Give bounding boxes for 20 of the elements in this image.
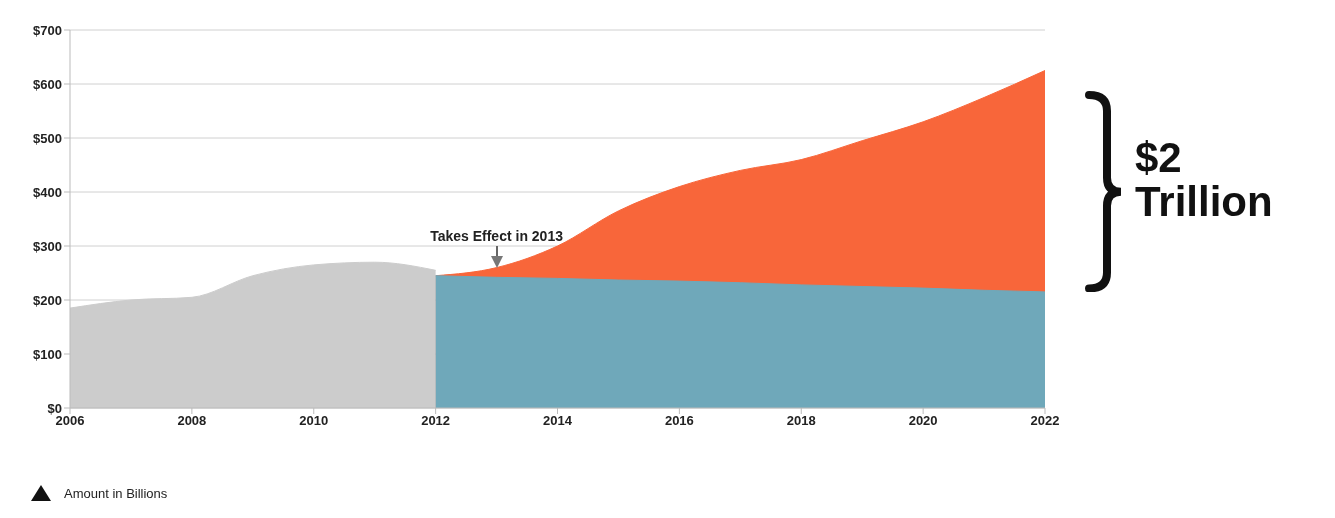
x-tick-label: 2022: [1030, 413, 1060, 429]
y-tick-label: $700: [33, 22, 62, 38]
y-tick-label: $400: [33, 184, 62, 200]
y-tick-label: $200: [33, 292, 62, 308]
x-tick-label: 2014: [543, 413, 573, 429]
y-tick-label: $0: [47, 400, 62, 416]
x-tick-label: 2006: [55, 413, 85, 429]
y-tick-label: $500: [33, 130, 62, 146]
x-tick-label: 2010: [299, 413, 329, 429]
annotation: Takes Effect in 2013: [429, 227, 564, 244]
text: $2 Trillion: [1135, 134, 1274, 226]
x-tick-label: 2016: [664, 413, 694, 429]
text: Amount in Billions: [64, 485, 168, 501]
y-tick-label: $600: [33, 76, 62, 92]
x-tick-label: 2020: [908, 413, 938, 429]
x-tick-label: 2012: [421, 413, 451, 429]
x-tick-label: 2018: [786, 413, 816, 429]
y-tick-label: $100: [33, 346, 62, 362]
x-tick-label: 2008: [177, 413, 207, 429]
y-tick-label: $300: [33, 238, 62, 254]
